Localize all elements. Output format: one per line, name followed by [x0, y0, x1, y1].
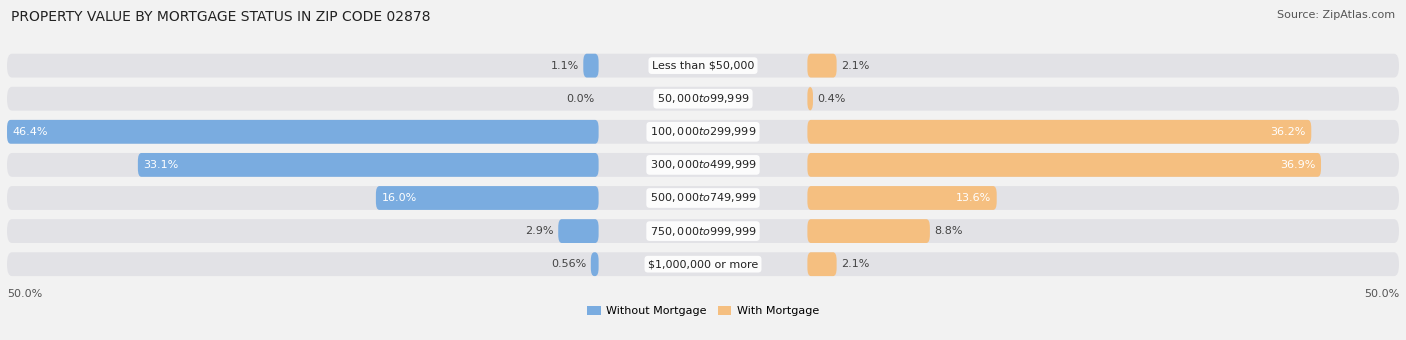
Text: 13.6%: 13.6% — [956, 193, 991, 203]
FancyBboxPatch shape — [138, 153, 599, 177]
FancyBboxPatch shape — [807, 219, 929, 243]
Text: 36.2%: 36.2% — [1271, 127, 1306, 137]
Text: Less than $50,000: Less than $50,000 — [652, 61, 754, 71]
FancyBboxPatch shape — [807, 120, 1312, 144]
Text: 33.1%: 33.1% — [143, 160, 179, 170]
FancyBboxPatch shape — [807, 87, 813, 110]
Text: 50.0%: 50.0% — [7, 289, 42, 299]
Text: $750,000 to $999,999: $750,000 to $999,999 — [650, 225, 756, 238]
FancyBboxPatch shape — [375, 186, 599, 210]
FancyBboxPatch shape — [807, 186, 997, 210]
Text: 46.4%: 46.4% — [13, 127, 48, 137]
FancyBboxPatch shape — [7, 252, 1399, 276]
FancyBboxPatch shape — [807, 252, 837, 276]
FancyBboxPatch shape — [7, 87, 1399, 110]
FancyBboxPatch shape — [807, 153, 1322, 177]
FancyBboxPatch shape — [591, 252, 599, 276]
Text: $500,000 to $749,999: $500,000 to $749,999 — [650, 191, 756, 204]
FancyBboxPatch shape — [7, 153, 1399, 177]
Text: 8.8%: 8.8% — [934, 226, 963, 236]
FancyBboxPatch shape — [583, 54, 599, 78]
Text: $100,000 to $299,999: $100,000 to $299,999 — [650, 125, 756, 138]
Text: $300,000 to $499,999: $300,000 to $499,999 — [650, 158, 756, 171]
Text: 0.56%: 0.56% — [551, 259, 586, 269]
Text: 16.0%: 16.0% — [381, 193, 416, 203]
FancyBboxPatch shape — [807, 54, 837, 78]
FancyBboxPatch shape — [558, 219, 599, 243]
Text: 1.1%: 1.1% — [551, 61, 579, 71]
FancyBboxPatch shape — [7, 54, 1399, 78]
Text: 0.0%: 0.0% — [567, 94, 595, 104]
Text: $1,000,000 or more: $1,000,000 or more — [648, 259, 758, 269]
FancyBboxPatch shape — [7, 219, 1399, 243]
FancyBboxPatch shape — [7, 120, 599, 144]
Text: 2.1%: 2.1% — [841, 61, 869, 71]
FancyBboxPatch shape — [7, 120, 1399, 144]
Text: PROPERTY VALUE BY MORTGAGE STATUS IN ZIP CODE 02878: PROPERTY VALUE BY MORTGAGE STATUS IN ZIP… — [11, 10, 430, 24]
Text: 0.4%: 0.4% — [817, 94, 845, 104]
Text: 50.0%: 50.0% — [1364, 289, 1399, 299]
Text: 2.9%: 2.9% — [526, 226, 554, 236]
Legend: Without Mortgage, With Mortgage: Without Mortgage, With Mortgage — [582, 301, 824, 321]
FancyBboxPatch shape — [7, 186, 1399, 210]
Text: 2.1%: 2.1% — [841, 259, 869, 269]
Text: Source: ZipAtlas.com: Source: ZipAtlas.com — [1277, 10, 1395, 20]
Text: 36.9%: 36.9% — [1279, 160, 1316, 170]
Text: $50,000 to $99,999: $50,000 to $99,999 — [657, 92, 749, 105]
